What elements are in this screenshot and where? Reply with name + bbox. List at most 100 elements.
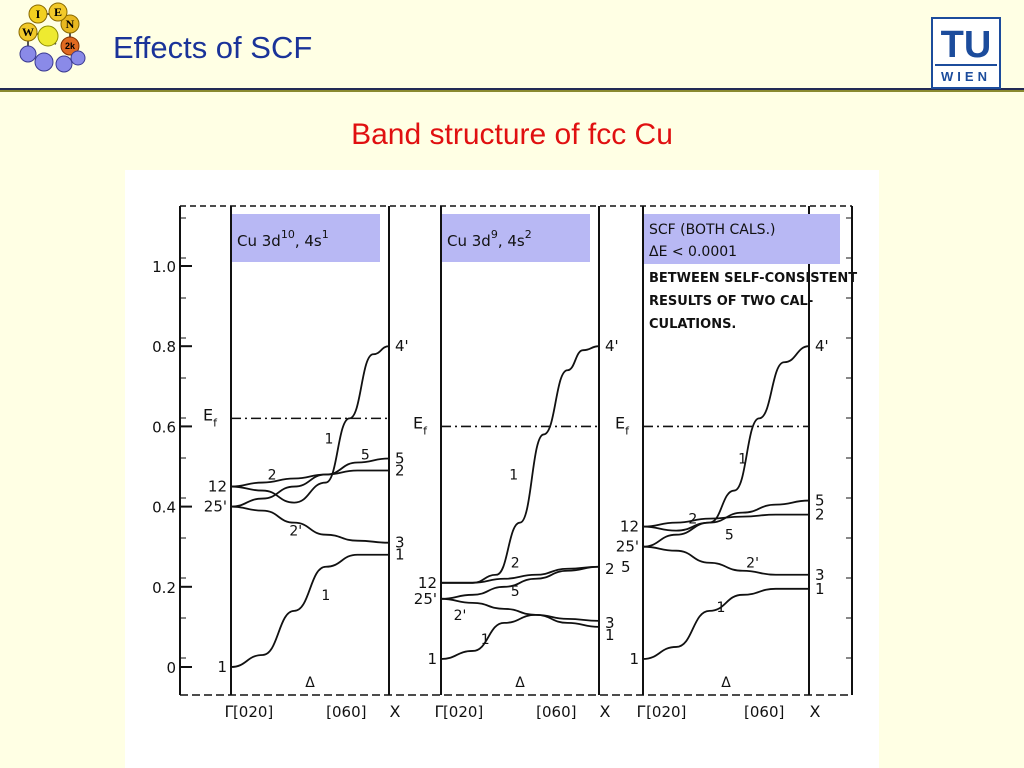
panel-2-gamma-label: 12 bbox=[418, 574, 437, 592]
panel-1-x-tick-delta: Δ bbox=[305, 675, 315, 691]
panel-2-x-tick-x: X bbox=[600, 702, 611, 721]
panel-2-band-4 bbox=[440, 565, 600, 584]
panel-2-curve-label: 1 bbox=[509, 468, 518, 484]
y-tick-label: 0.8 bbox=[152, 338, 176, 356]
panel-3-x-point-label: 2 bbox=[815, 506, 825, 524]
panel-3-band-2 bbox=[642, 545, 809, 576]
header-rule bbox=[0, 88, 1024, 92]
panel-2-gamma-label: 1 bbox=[427, 650, 437, 668]
panel-1-band-1 bbox=[230, 553, 389, 668]
panel-3-note-line: CULATIONS. bbox=[649, 317, 736, 332]
panel-2-x-point-label: 3 bbox=[605, 614, 615, 632]
panel-1-x-point-label: 3 bbox=[395, 534, 405, 552]
panel-3-curve-label: 1 bbox=[738, 451, 747, 467]
panel-2-band-1 bbox=[440, 613, 600, 660]
panel-2-band-2 bbox=[440, 597, 600, 622]
panel-3-fermi-label: Ef bbox=[615, 413, 630, 437]
panel-2-x-point-label: 1 bbox=[605, 626, 615, 644]
panel-2-curve-label: 1 bbox=[481, 632, 490, 648]
panel-2-x-tick-060: [060] bbox=[536, 703, 576, 721]
panel-1-curve-label: 2 bbox=[268, 468, 277, 484]
panel-2-gamma-label: 25' bbox=[414, 590, 437, 608]
panel-2-x-point-label: 2 bbox=[605, 560, 615, 578]
panel-3-x-point-label: 5 bbox=[815, 492, 825, 510]
panel-2-x-tick-delta: Δ bbox=[515, 675, 525, 691]
panel-3-box-line2: ΔE < 0.0001 bbox=[649, 244, 737, 260]
panel-1-box-label: Cu 3d10, 4s1 bbox=[237, 228, 329, 250]
panel-2-curve-label: 2 bbox=[511, 556, 520, 572]
panel-3-note-line: RESULTS OF TWO CAL- bbox=[649, 294, 813, 309]
panel-2-x-tick-gamma: Γ bbox=[435, 702, 444, 721]
panel-3-curve-label: 2 bbox=[688, 512, 697, 528]
y-tick-label: 0.6 bbox=[152, 418, 176, 436]
panel-2-fermi-label: Ef bbox=[413, 413, 428, 437]
panel-3-band-1 bbox=[642, 587, 809, 660]
panel-2-box-label: Cu 3d9, 4s2 bbox=[447, 228, 532, 250]
panel-3-curve-label: 5 bbox=[725, 528, 734, 544]
panel-3-gamma-label: 1 bbox=[629, 650, 639, 668]
panel-3-x-point-label: 4' bbox=[815, 337, 829, 355]
panel-1-band-5 bbox=[230, 457, 390, 508]
panel-3-x-tick-delta: Δ bbox=[721, 675, 731, 691]
panel-1-x-point-label: 4' bbox=[395, 337, 409, 355]
panel-2-x-point-label: 5 bbox=[621, 558, 631, 576]
panel-3-note-line: BETWEEN SELF-CONSISTENT bbox=[649, 271, 857, 286]
panel-3-x-tick-gamma: Γ bbox=[637, 702, 646, 721]
panel-2-x-point-label: 4' bbox=[605, 337, 619, 355]
panel-3-x-point-label: 3 bbox=[815, 566, 825, 584]
panel-3-x-tick-060: [060] bbox=[744, 703, 784, 721]
panel-3-gamma-label: 25' bbox=[616, 538, 639, 556]
panel-1-band-4 bbox=[230, 469, 389, 488]
band-structure-figure: 1.0 0.8 0.6 0.4 0.2 0 Cu 3d10, 4s1 Ef 12 25' 1 4' 5 2… bbox=[125, 170, 879, 768]
panel-2-x-tick-020: [020] bbox=[443, 703, 483, 721]
panel-1-x-tick-020: [020] bbox=[233, 703, 273, 721]
panel-1-x-point-label: 1 bbox=[395, 546, 405, 564]
panel-3-curve-label: 2' bbox=[746, 556, 759, 572]
panel-3-x-point-label: 1 bbox=[815, 580, 825, 598]
panel-3-box-label: SCF (BOTH CALS.) bbox=[649, 222, 776, 238]
panel-3-band-3 bbox=[642, 345, 810, 532]
panel-1-curve-label: 1 bbox=[324, 431, 333, 447]
panel-1-x-tick-060: [060] bbox=[326, 703, 366, 721]
panel-1-band-3 bbox=[230, 345, 390, 504]
panel-1-fermi-label: Ef bbox=[203, 405, 218, 429]
panel-1-curve-label: 2' bbox=[289, 524, 302, 540]
wien2k-logo: I E W N 2k bbox=[18, 2, 86, 73]
figure-caption: Band structure of fcc Cu bbox=[351, 118, 673, 151]
y-tick-label: 0.4 bbox=[152, 499, 176, 517]
panel-1-x-tick-gamma: Γ bbox=[225, 702, 234, 721]
logo-letter-i: I bbox=[36, 7, 41, 21]
panel-2-curve-label: 5 bbox=[511, 584, 520, 600]
panel-1-band-2 bbox=[230, 505, 390, 544]
panel-3-header-box bbox=[644, 214, 840, 264]
panel-3-x-tick-x: X bbox=[810, 702, 821, 721]
panel-1-gamma-label: 1 bbox=[217, 658, 227, 676]
logo-letter-w: W bbox=[22, 25, 34, 39]
panel-3-curve-label: 1 bbox=[717, 600, 726, 616]
tu-logo-top: TU bbox=[941, 24, 992, 66]
panel-3-gamma-label: 12 bbox=[620, 518, 639, 536]
panel-2-band-5 bbox=[440, 565, 600, 600]
panel-2-header-box bbox=[442, 214, 590, 262]
panel-1-curve-label: 5 bbox=[361, 447, 370, 463]
panel-1-x-point-label: 5 bbox=[395, 449, 405, 467]
logo-letter-e: E bbox=[54, 5, 62, 19]
panel-1-gamma-label: 12 bbox=[208, 478, 227, 496]
panel-1-x-point-label: 2 bbox=[395, 462, 405, 480]
logo-letter-2k: 2k bbox=[65, 41, 76, 51]
y-tick-label: 0 bbox=[166, 659, 176, 677]
y-tick-label: 1.0 bbox=[152, 258, 176, 276]
panel-2-curve-label: 2' bbox=[454, 608, 467, 624]
panel-3-x-tick-020: [020] bbox=[646, 703, 686, 721]
panel-3-band-4 bbox=[642, 513, 809, 528]
panel-1-header-box bbox=[232, 214, 380, 262]
panel-2-band-3 bbox=[440, 345, 600, 584]
y-tick-label: 0.2 bbox=[152, 579, 176, 597]
tu-logo-bottom: WIEN bbox=[941, 69, 991, 84]
panel-3-band-5 bbox=[642, 499, 810, 548]
logo-letter-n: N bbox=[66, 17, 75, 31]
slide-title: Effects of SCF bbox=[113, 30, 313, 65]
panel-1-gamma-label: 25' bbox=[204, 498, 227, 516]
panel-1-x-tick-x: X bbox=[390, 702, 401, 721]
